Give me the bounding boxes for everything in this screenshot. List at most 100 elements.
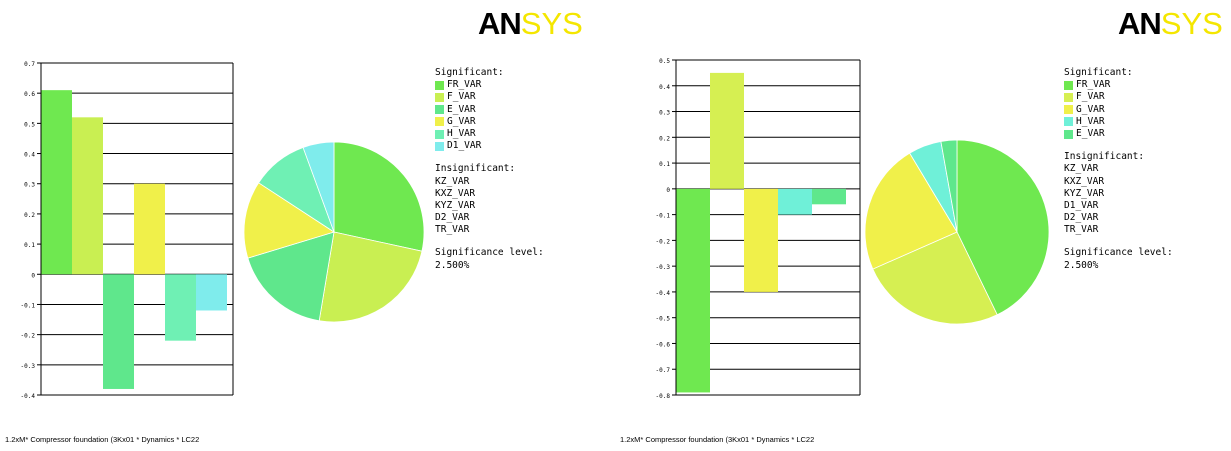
insignificant-item: KZ_VAR — [435, 175, 470, 187]
insignificant-title: Insignificant: — [435, 163, 516, 175]
y-tick-label: 0.5 — [24, 121, 35, 128]
insignificant-item: D2_VAR — [435, 212, 470, 224]
y-tick-label: -0.2 — [656, 238, 671, 245]
insignificant-list: KZ_VAR KXZ_VAR KYZ_VAR D1_VAR D2_VAR TR_VAR — [1064, 163, 1173, 236]
legend-item: F_VAR — [435, 91, 544, 103]
insignificant-item: TR_VAR — [1064, 224, 1099, 236]
bar-d1-var — [196, 274, 227, 311]
y-tick-label: 0.2 — [659, 135, 670, 142]
legend-label: G_VAR — [1076, 103, 1105, 115]
legend-swatch — [1064, 105, 1073, 115]
legend-label: E_VAR — [1076, 127, 1105, 139]
chart-panel-2: 0.5 0.4 0.3 0.2 0.1 0 -0.1 -0.2 -0.3 -0.4 -0.5 -0.6… — [615, 0, 1230, 451]
y-tick-label: -0.3 — [656, 264, 671, 271]
legend-swatch — [1064, 92, 1073, 102]
bar-f-var — [72, 117, 103, 275]
legend-swatch — [435, 117, 444, 127]
footer-caption: 1.2xM* Compressor foundation (3Kx01 * Dy… — [5, 435, 200, 444]
pie-slice-e-var — [940, 139, 958, 233]
insignificant-item: D1_VAR — [1064, 199, 1099, 211]
legend-swatch — [435, 105, 444, 115]
legend-item: F_VAR — [1064, 91, 1173, 103]
legend-item: G_VAR — [435, 116, 544, 128]
legend-item: G_VAR — [1064, 104, 1173, 116]
y-tick-label: -0.8 — [656, 393, 671, 400]
y-tick-label: -0.2 — [21, 333, 36, 340]
y-tick-label: -0.4 — [656, 290, 671, 297]
legend-swatch — [435, 141, 444, 151]
legend-panel-1: Significant: FR_VAR F_VAR E_VAR G_VAR H_VAR D… — [435, 67, 544, 272]
bar-e-var — [812, 188, 846, 205]
legend-label: F_VAR — [1076, 91, 1105, 103]
y-tick-label: -0.5 — [656, 316, 671, 323]
legend-swatch — [435, 129, 444, 139]
y-tick-label: -0.1 — [656, 213, 671, 220]
chart-canvas-1: 0.7 0.6 0.5 0.4 0.3 0.2 0.1 0 -0.1 -0.2 -0.3 -0.4 — [21, 61, 425, 400]
pie-slice-f-var — [872, 231, 998, 325]
y-tick-label: 0.2 — [24, 212, 35, 219]
legend-label: H_VAR — [1076, 115, 1105, 127]
y-tick-label: -0.1 — [21, 302, 36, 309]
bar-h-var — [778, 188, 812, 215]
legend-swatch — [1064, 129, 1073, 139]
insignificant-item: D2_VAR — [1064, 212, 1099, 224]
legend-item: D1_VAR — [435, 140, 544, 152]
bar-h-var — [165, 274, 196, 341]
insignificant-item: KYZ_VAR — [435, 199, 476, 211]
significance-level-value: 2.500% — [435, 259, 470, 271]
significant-list: FR_VAR F_VAR E_VAR G_VAR H_VAR D1_VAR — [435, 79, 544, 152]
bar-g-var — [134, 183, 165, 275]
significant-title: Significant: — [435, 67, 504, 78]
legend-item: FR_VAR — [1064, 79, 1173, 91]
bar-g-var — [744, 188, 778, 292]
y-tick-label: 0.7 — [24, 61, 35, 68]
y-tick-label: 0.1 — [659, 161, 670, 168]
bar-e-var — [103, 274, 134, 389]
pie-slice-g-var — [243, 182, 335, 259]
insignificant-item: KYZ_VAR — [1064, 187, 1105, 199]
chart-panel-1: 0.7 0.6 0.5 0.4 0.3 0.2 0.1 0 -0.1 -0.2 -0.3 -0.4 A… — [0, 0, 615, 451]
legend-label: G_VAR — [447, 115, 476, 127]
y-tick-label: 0.1 — [24, 242, 35, 249]
legend-item: H_VAR — [435, 128, 544, 140]
bar-fr-var — [41, 90, 72, 275]
insignificant-title: Insignificant: — [1064, 151, 1145, 163]
pie-slice-d1-var — [302, 141, 335, 233]
y-tick-label: 0.5 — [659, 58, 670, 65]
legend-label: FR_VAR — [447, 79, 482, 91]
legend-item: E_VAR — [1064, 128, 1173, 140]
insignificant-item: KZ_VAR — [1064, 163, 1099, 175]
pie-slice-g-var — [864, 152, 958, 270]
y-tick-label: 0.6 — [24, 91, 35, 98]
pie-slice-fr-var — [956, 139, 1050, 316]
legend-swatch — [435, 80, 444, 90]
footer-caption: 1.2xM* Compressor foundation (3Kx01 * Dy… — [620, 435, 815, 444]
pie-slice-f-var — [318, 231, 423, 323]
legend-item: H_VAR — [1064, 116, 1173, 128]
y-tick-label: -0.4 — [21, 393, 36, 400]
legend-panel-2: Significant: FR_VAR F_VAR G_VAR H_VAR E_VAR … — [1064, 67, 1173, 272]
significance-level-title: Significance level: — [435, 247, 544, 259]
y-tick-label: -0.6 — [656, 341, 671, 348]
y-tick-label: -0.7 — [656, 367, 671, 374]
legend-swatch — [435, 92, 444, 102]
y-tick-label: -0.3 — [21, 363, 36, 370]
legend-label: E_VAR — [447, 103, 476, 115]
insignificant-item: KXZ_VAR — [435, 187, 476, 199]
legend-item: FR_VAR — [435, 79, 544, 91]
y-tick-label: 0.4 — [24, 152, 35, 159]
y-tick-label: 0 — [666, 187, 670, 194]
significant-title: Significant: — [1064, 67, 1133, 78]
y-tick-label: 0.4 — [659, 84, 670, 91]
legend-label: FR_VAR — [1076, 79, 1111, 91]
y-tick-label: 0.3 — [659, 110, 670, 117]
legend-swatch — [1064, 117, 1073, 127]
legend-label: H_VAR — [447, 127, 476, 139]
significance-level-title: Significance level: — [1064, 247, 1173, 259]
insignificant-list: KZ_VAR KXZ_VAR KYZ_VAR D2_VAR TR_VAR — [435, 176, 544, 237]
bar-fr-var — [676, 188, 710, 393]
insignificant-item: TR_VAR — [435, 224, 470, 236]
insignificant-item: KXZ_VAR — [1064, 175, 1105, 187]
legend-item: E_VAR — [435, 104, 544, 116]
chart-canvas-2: 0.5 0.4 0.3 0.2 0.1 0 -0.1 -0.2 -0.3 -0.4 -0.5 -0.6… — [656, 58, 1050, 400]
